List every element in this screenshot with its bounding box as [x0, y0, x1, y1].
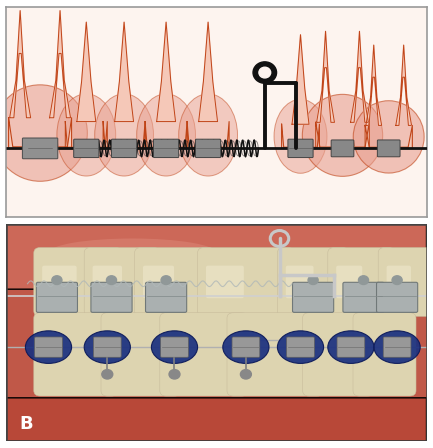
Polygon shape [365, 125, 412, 148]
Polygon shape [103, 121, 145, 148]
Circle shape [240, 370, 252, 379]
Ellipse shape [179, 94, 237, 176]
Circle shape [169, 370, 180, 379]
FancyBboxPatch shape [337, 337, 365, 357]
FancyBboxPatch shape [227, 313, 323, 396]
FancyBboxPatch shape [232, 337, 260, 357]
Circle shape [52, 276, 62, 284]
FancyBboxPatch shape [112, 139, 137, 158]
Circle shape [107, 276, 116, 284]
FancyBboxPatch shape [206, 266, 244, 298]
Ellipse shape [137, 94, 196, 176]
FancyBboxPatch shape [28, 139, 53, 158]
Ellipse shape [374, 331, 420, 363]
FancyBboxPatch shape [328, 248, 395, 316]
Ellipse shape [274, 99, 327, 173]
Polygon shape [115, 22, 133, 121]
Polygon shape [292, 34, 309, 124]
FancyBboxPatch shape [143, 266, 174, 298]
FancyBboxPatch shape [336, 266, 362, 298]
Polygon shape [145, 121, 187, 148]
FancyBboxPatch shape [93, 266, 122, 298]
Circle shape [308, 276, 318, 284]
Polygon shape [366, 45, 381, 125]
FancyBboxPatch shape [196, 139, 221, 158]
FancyBboxPatch shape [6, 398, 427, 441]
FancyBboxPatch shape [42, 266, 77, 298]
Circle shape [359, 276, 368, 284]
Ellipse shape [0, 85, 87, 181]
Ellipse shape [223, 331, 269, 363]
Text: B: B [19, 414, 33, 433]
FancyBboxPatch shape [287, 337, 314, 357]
Ellipse shape [57, 94, 116, 176]
Polygon shape [317, 31, 334, 122]
FancyBboxPatch shape [383, 337, 411, 357]
FancyBboxPatch shape [288, 139, 313, 158]
Ellipse shape [302, 95, 383, 177]
FancyBboxPatch shape [36, 282, 78, 312]
FancyBboxPatch shape [91, 282, 132, 312]
Circle shape [259, 67, 271, 78]
FancyBboxPatch shape [34, 248, 122, 316]
FancyBboxPatch shape [378, 248, 433, 316]
FancyBboxPatch shape [84, 248, 160, 316]
Ellipse shape [152, 331, 197, 363]
FancyBboxPatch shape [161, 337, 188, 357]
Polygon shape [77, 22, 96, 121]
FancyBboxPatch shape [135, 248, 214, 316]
FancyBboxPatch shape [377, 282, 418, 312]
Ellipse shape [95, 94, 154, 176]
Ellipse shape [84, 331, 130, 363]
Circle shape [392, 276, 402, 284]
FancyBboxPatch shape [154, 139, 179, 158]
FancyBboxPatch shape [278, 248, 349, 316]
FancyBboxPatch shape [197, 248, 294, 316]
Polygon shape [351, 31, 368, 122]
Circle shape [161, 276, 171, 284]
Polygon shape [396, 45, 411, 125]
Ellipse shape [48, 238, 217, 267]
Polygon shape [65, 121, 107, 148]
FancyBboxPatch shape [303, 313, 374, 396]
Polygon shape [157, 22, 175, 121]
Ellipse shape [278, 331, 323, 363]
Polygon shape [49, 11, 71, 118]
FancyBboxPatch shape [74, 139, 99, 158]
Polygon shape [199, 22, 217, 121]
Circle shape [253, 62, 277, 83]
Ellipse shape [26, 331, 71, 363]
Polygon shape [10, 11, 31, 118]
Ellipse shape [328, 331, 374, 363]
FancyBboxPatch shape [343, 282, 384, 312]
Circle shape [102, 370, 113, 379]
FancyBboxPatch shape [293, 282, 334, 312]
Polygon shape [316, 122, 369, 148]
Polygon shape [9, 118, 71, 148]
FancyBboxPatch shape [387, 266, 411, 298]
FancyBboxPatch shape [331, 140, 354, 157]
FancyBboxPatch shape [94, 337, 121, 357]
Polygon shape [281, 124, 320, 148]
FancyBboxPatch shape [286, 266, 313, 298]
FancyBboxPatch shape [23, 138, 58, 159]
FancyBboxPatch shape [160, 313, 248, 396]
FancyBboxPatch shape [6, 224, 427, 289]
FancyBboxPatch shape [145, 282, 187, 312]
Polygon shape [187, 121, 229, 148]
FancyBboxPatch shape [353, 313, 416, 396]
FancyBboxPatch shape [101, 313, 181, 396]
FancyBboxPatch shape [378, 140, 400, 157]
FancyBboxPatch shape [35, 337, 62, 357]
Ellipse shape [353, 101, 424, 173]
FancyBboxPatch shape [34, 313, 118, 396]
